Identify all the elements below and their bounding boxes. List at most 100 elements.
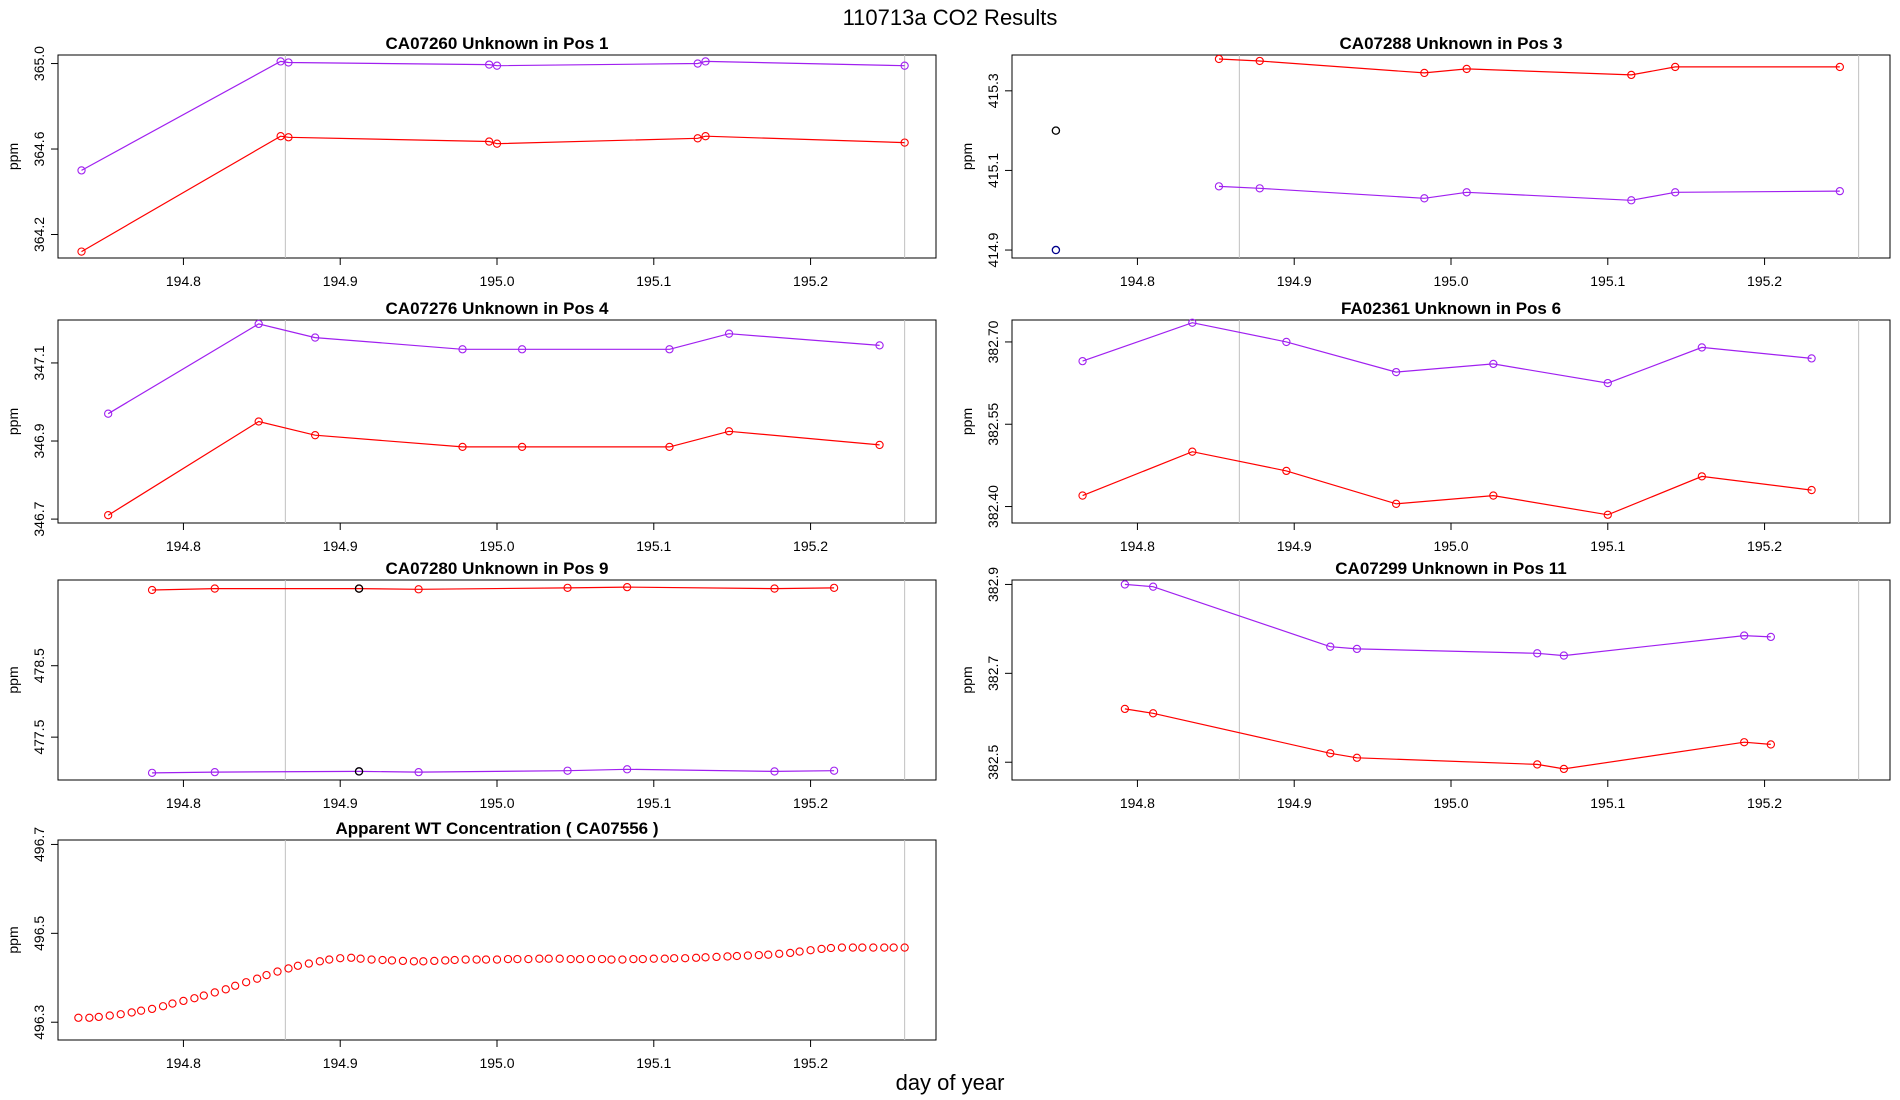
series-purple [147,765,839,778]
data-point [575,954,585,964]
data-point [276,57,285,66]
x-tick-label: 194.9 [323,538,358,554]
data-point [563,583,572,593]
data-point [535,954,544,963]
data-point [770,767,779,776]
data-point [786,948,795,958]
data-point [566,954,575,964]
plot-frame [1011,319,1891,524]
data-point [356,954,365,963]
chart-panel-7: Apparent WT Concentration ( CA07556 ) 194… [5,819,937,1071]
data-point [210,584,219,593]
series-purple [1078,318,1816,388]
data-point [221,985,230,994]
data-point [293,961,303,970]
data-point [900,943,909,952]
chart-panel-5: CA07280 Unknown in Pos 9 194.8 194.9 195.0 1… [5,559,937,811]
x-tick-label: 195.2 [1747,795,1782,811]
data-point [387,956,397,965]
data-point [875,440,884,450]
data-point [826,943,836,953]
data-point [284,964,293,973]
data-point [378,955,387,965]
data-point [336,954,345,963]
x-tick-label: 195.1 [636,538,671,554]
data-point [304,959,314,968]
panel-title: FA02361 Unknown in Pos 6 [1341,299,1561,318]
data-point [276,132,285,141]
x-tick-label: 194.8 [1120,795,1155,811]
series-line [1218,185,1840,201]
data-point [670,954,679,963]
x-tick-label: 195.0 [1433,538,1468,554]
data-point [1326,749,1335,758]
data-point [693,59,702,68]
y-axis-label: ppm [5,143,21,170]
data-point [618,955,627,964]
data-point [1627,70,1636,80]
series-red [1078,447,1816,519]
series-purple [1214,182,1844,205]
data-point [900,61,909,70]
data-point [485,60,494,69]
x-tick-label: 195.0 [479,795,514,811]
series-red [74,943,909,1022]
chart-panel-1: CA07260 Unknown in Pos 1 194.8 194.9 195.0 1… [5,34,937,289]
data-point [310,333,320,342]
series-line [81,135,905,253]
data-point [136,1006,146,1015]
data-point [724,427,734,436]
data-point [544,954,553,963]
data-point [1462,64,1471,74]
x-tick-label: 195.1 [1590,795,1625,811]
data-point [1420,68,1429,78]
y-tick-label: 365.0 [31,46,47,81]
series-line [1124,583,1771,657]
data-point [254,417,263,426]
y-tick-label: 382.40 [985,485,1001,528]
series-line [1082,322,1812,384]
data-point [1559,651,1569,660]
flagged-point [1051,245,1061,255]
data-point [85,1013,94,1022]
data-point [754,950,763,960]
data-point [1489,491,1498,500]
data-point [367,955,376,964]
data-point [770,584,779,593]
data-point [1603,378,1612,388]
panels: CA07260 Unknown in Pos 1 194.8 194.9 195.0 1… [5,34,1891,1071]
data-point [1420,194,1429,203]
series-line [1218,58,1840,76]
data-point [1078,491,1087,500]
data-point [419,957,428,966]
data-point [1835,186,1844,196]
x-tick-label: 194.9 [1277,538,1312,554]
data-point [409,957,419,966]
data-point [492,139,502,148]
data-point [1391,499,1401,508]
data-point [1740,631,1749,640]
data-point [1533,649,1542,658]
y-tick-label: 414.9 [985,232,1001,267]
x-tick-label: 194.9 [323,795,358,811]
data-point [638,954,647,964]
data-point [701,953,710,962]
data-point [1120,704,1130,714]
data-point [461,955,470,964]
data-point [806,946,815,955]
series-line [152,586,835,591]
data-point [262,970,271,980]
series-red [104,417,884,520]
series-red [147,582,839,595]
data-point [458,345,467,354]
x-tick-label: 195.1 [636,273,671,289]
y-tick-label: 364.6 [31,131,47,166]
y-axis-label: ppm [5,926,21,953]
data-point [1214,54,1224,64]
flagged-point [354,767,364,776]
data-point [1740,738,1749,747]
data-point [273,967,282,976]
data-point [1282,337,1291,347]
data-point [817,944,826,954]
data-point [1148,709,1158,718]
